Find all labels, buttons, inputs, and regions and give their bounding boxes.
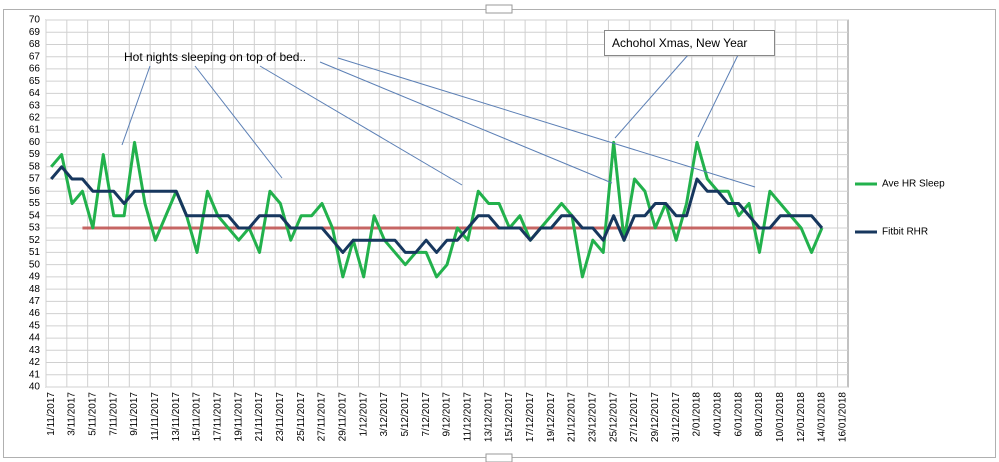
- y-tick-label: 69: [29, 27, 41, 38]
- x-tick-label: 8/01/2018: [754, 392, 765, 437]
- x-tick-label: 15/11/2017: [192, 392, 203, 442]
- x-tick-label: 27/11/2017: [317, 392, 328, 442]
- y-tick-label: 70: [29, 15, 41, 26]
- x-tick-label: 4/01/2018: [712, 392, 723, 437]
- x-tick-label: 13/11/2017: [171, 392, 182, 442]
- annotation: Achohol Xmas, New Year: [612, 36, 747, 50]
- y-tick-label: 47: [29, 296, 41, 307]
- x-tick-label: 7/12/2017: [421, 392, 432, 437]
- y-tick-label: 42: [29, 357, 41, 368]
- y-tick-label: 48: [29, 284, 41, 295]
- y-tick-label: 58: [29, 161, 41, 172]
- x-tick-label: 29/12/2017: [650, 392, 661, 442]
- y-tick-label: 61: [29, 125, 41, 136]
- x-tick-label: 17/11/2017: [212, 392, 223, 442]
- x-tick-label: 13/12/2017: [483, 392, 494, 442]
- x-tick-label: 25/12/2017: [608, 392, 619, 442]
- x-tick-label: 27/12/2017: [629, 392, 640, 442]
- y-tick-label: 41: [29, 369, 41, 380]
- x-tick-label: 21/11/2017: [254, 392, 265, 442]
- y-tick-label: 49: [29, 272, 41, 283]
- annotation-box: [604, 30, 775, 56]
- y-tick-label: 52: [29, 235, 41, 246]
- y-tick-label: 40: [29, 382, 41, 393]
- x-tick-label: 5/11/2017: [88, 392, 99, 436]
- x-tick-label: 23/11/2017: [275, 392, 286, 442]
- x-tick-label: 29/11/2017: [337, 392, 348, 442]
- x-tick-label: 5/12/2017: [400, 392, 411, 437]
- y-tick-label: 62: [29, 113, 41, 124]
- legend-label: Ave HR Sleep: [882, 179, 945, 190]
- resize-handle[interactable]: [485, 453, 513, 462]
- y-tick-label: 54: [29, 210, 41, 221]
- y-tick-label: 51: [29, 247, 41, 258]
- x-tick-label: 15/12/2017: [504, 392, 515, 442]
- y-tick-label: 43: [29, 345, 41, 356]
- y-tick-label: 57: [29, 174, 41, 185]
- x-tick-label: 19/12/2017: [546, 392, 557, 442]
- y-tick-label: 64: [29, 88, 41, 99]
- y-tick-label: 44: [29, 333, 41, 344]
- x-tick-label: 9/12/2017: [442, 392, 453, 437]
- x-tick-label: 11/11/2017: [150, 392, 161, 441]
- x-tick-label: 16/01/2018: [837, 392, 848, 442]
- annotation-arrows: [121, 54, 756, 188]
- x-tick-label: 21/12/2017: [567, 392, 578, 442]
- y-tick-label: 53: [29, 223, 41, 234]
- x-tick-label: 7/11/2017: [108, 392, 119, 436]
- y-tick-label: 46: [29, 308, 41, 319]
- y-tick-label: 66: [29, 64, 41, 75]
- y-tick-label: 56: [29, 186, 41, 197]
- x-tick-label: 31/12/2017: [671, 392, 682, 442]
- x-tick-label: 17/12/2017: [525, 392, 536, 442]
- x-tick-label: 25/11/2017: [296, 392, 307, 442]
- y-tick-label: 55: [29, 198, 41, 209]
- x-tick-label: 6/01/2018: [733, 392, 744, 437]
- x-tick-label: 1/11/2017: [46, 392, 57, 436]
- series-line: [50, 165, 824, 254]
- x-tick-label: 2/01/2018: [692, 392, 703, 437]
- annotation: Hot nights sleeping on top of bed..: [124, 50, 306, 64]
- legend-label: Fitbit RHR: [882, 227, 928, 238]
- y-tick-label: 65: [29, 76, 41, 87]
- resize-handle[interactable]: [485, 4, 513, 14]
- y-tick-label: 67: [29, 51, 41, 62]
- y-tick-label: 50: [29, 259, 41, 270]
- x-tick-label: 10/01/2018: [775, 392, 786, 442]
- x-tick-label: 3/12/2017: [379, 392, 390, 437]
- x-tick-label: 19/11/2017: [233, 392, 244, 442]
- y-tick-label: 68: [29, 39, 41, 50]
- y-tick-label: 60: [29, 137, 41, 148]
- y-tick-label: 63: [29, 100, 41, 111]
- y-tick-label: 59: [29, 149, 41, 160]
- x-tick-label: 3/11/2017: [67, 392, 78, 436]
- x-tick-label: 14/01/2018: [817, 392, 828, 442]
- x-tick-label: 11/12/2017: [462, 392, 473, 442]
- x-tick-label: 12/01/2018: [796, 392, 807, 442]
- x-tick-label: 23/12/2017: [587, 392, 598, 442]
- x-tick-label: 1/12/2017: [358, 392, 369, 437]
- x-tick-label: 9/11/2017: [129, 392, 140, 436]
- y-tick-label: 45: [29, 320, 41, 331]
